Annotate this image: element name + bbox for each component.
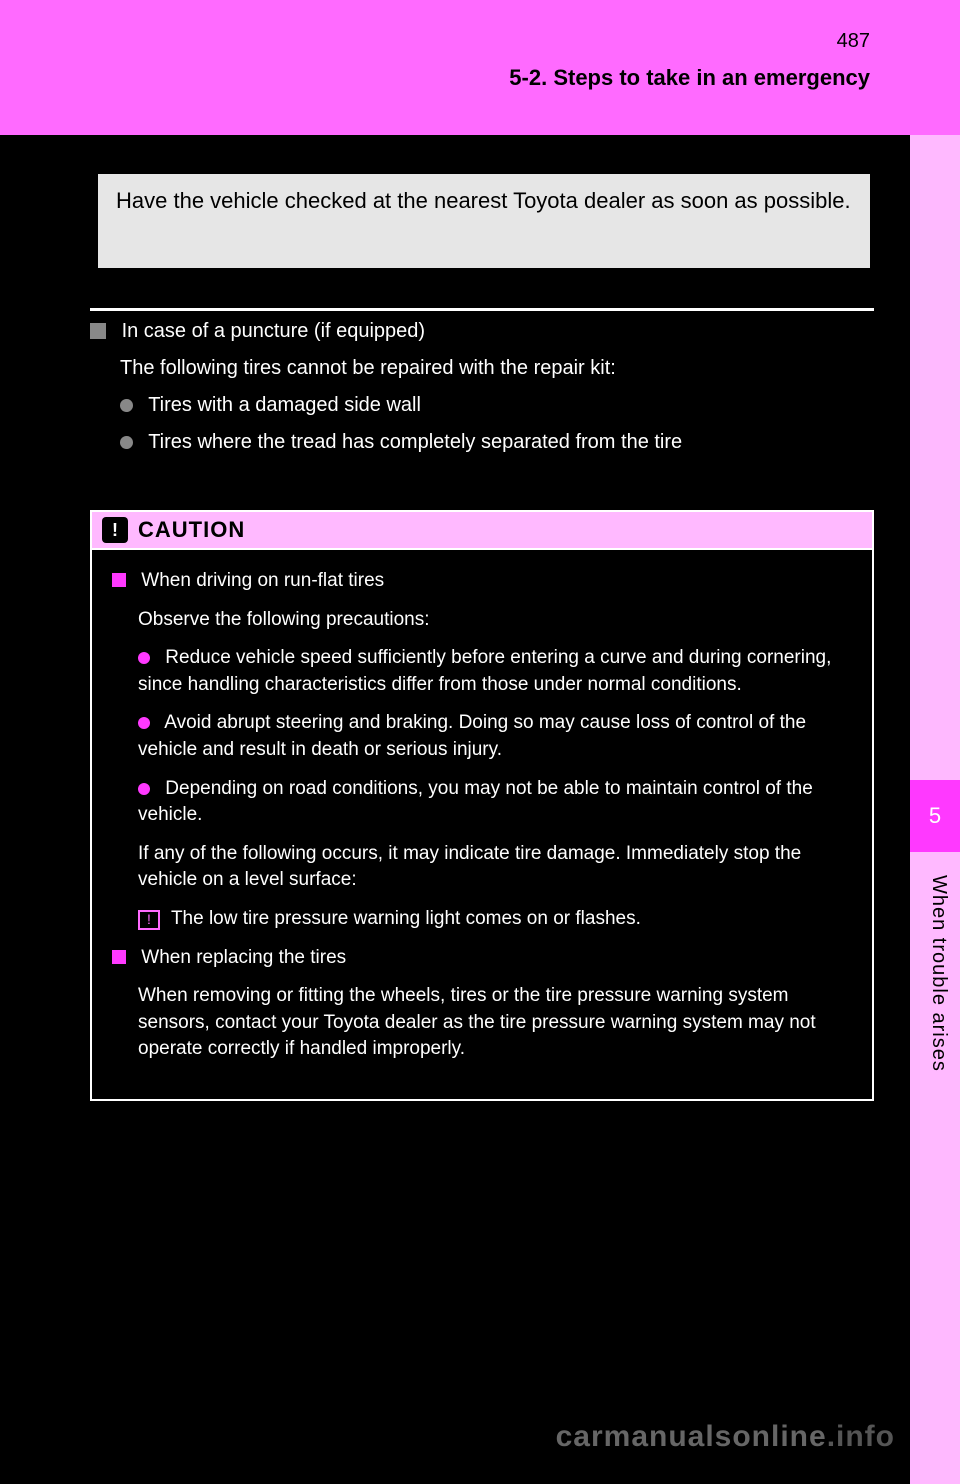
caution-s2-body: When removing or fitting the wheels, tir… (138, 983, 852, 1063)
section-title: 5-2. Steps to take in an emergency (509, 65, 870, 91)
circle-bullet-icon (138, 717, 150, 729)
body-heading: In case of a puncture (if equipped) (122, 320, 426, 342)
body-bullet-1: Tires with a damaged side wall (148, 394, 421, 416)
caution-s1-b3: Depending on road conditions, you may no… (138, 778, 813, 826)
body-intro: The following tires cannot be repaired w… (120, 355, 874, 382)
list-item: Tires where the tread has completely sep… (120, 429, 874, 456)
square-bullet-icon (112, 950, 126, 964)
caution-header: ! CAUTION (90, 510, 874, 550)
caution-s1-title: When driving on run-flat tires (141, 570, 384, 591)
watermark: carmanualsonline.info (556, 1420, 895, 1454)
body-bullet-2: Tires where the tread has completely sep… (148, 431, 682, 453)
square-bullet-icon (112, 573, 126, 587)
caution-s1-note: If any of the following occurs, it may i… (138, 841, 852, 894)
circle-bullet-icon (138, 783, 150, 795)
caution-s1-icon-row: ! The low tire pressure warning light co… (138, 906, 852, 933)
caution-s1-b2: Avoid abrupt steering and braking. Doing… (138, 712, 806, 760)
body-heading-row: In case of a puncture (if equipped) (90, 320, 874, 343)
circle-bullet-icon (120, 399, 133, 412)
page-root: 487 5-2. Steps to take in an emergency 5… (0, 0, 960, 1484)
caution-box: ! CAUTION When driving on run-flat tires… (90, 510, 874, 1101)
circle-bullet-icon (138, 652, 150, 664)
caution-s1-title-row: When driving on run-flat tires (112, 568, 852, 595)
caution-body: When driving on run-flat tires Observe t… (90, 550, 874, 1101)
callout-box: Have the vehicle checked at the nearest … (98, 174, 870, 268)
list-item: Avoid abrupt steering and braking. Doing… (138, 710, 852, 763)
list-item: Tires with a damaged side wall (120, 392, 874, 419)
section-divider (90, 308, 874, 311)
body-block: In case of a puncture (if equipped) The … (90, 320, 874, 466)
header-bar: 487 5-2. Steps to take in an emergency (0, 0, 960, 135)
watermark-b: .info (827, 1420, 895, 1453)
caution-s1-b1: Reduce vehicle speed sufficiently before… (138, 647, 831, 695)
callout-text: Have the vehicle checked at the nearest … (116, 188, 851, 213)
list-item: Depending on road conditions, you may no… (138, 776, 852, 829)
list-item: Reduce vehicle speed sufficiently before… (138, 645, 852, 698)
circle-bullet-icon (120, 436, 133, 449)
caution-s2-title: When replacing the tires (141, 947, 346, 968)
caution-label: CAUTION (138, 517, 245, 543)
page-number: 487 (837, 30, 870, 53)
warning-icon: ! (102, 517, 128, 543)
chapter-label: When trouble arises (927, 875, 950, 1072)
warning-triangle-icon: ! (138, 910, 160, 930)
watermark-a: carmanualsonline (556, 1420, 827, 1453)
square-bullet-icon (90, 323, 106, 339)
caution-s1-intro: Observe the following precautions: (138, 607, 852, 634)
caution-s2-title-row: When replacing the tires (112, 945, 852, 972)
caution-s1-icon-text: The low tire pressure warning light come… (171, 908, 641, 929)
chapter-number: 5 (910, 780, 960, 852)
